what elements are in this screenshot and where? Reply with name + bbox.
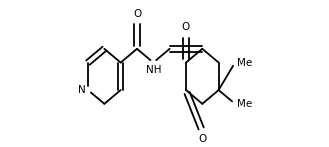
Text: Me: Me [237, 99, 252, 109]
Text: NH: NH [145, 65, 161, 75]
Text: O: O [133, 9, 141, 19]
Text: O: O [182, 22, 190, 32]
Text: O: O [198, 134, 206, 144]
Text: N: N [78, 85, 86, 95]
Text: Me: Me [237, 58, 252, 68]
